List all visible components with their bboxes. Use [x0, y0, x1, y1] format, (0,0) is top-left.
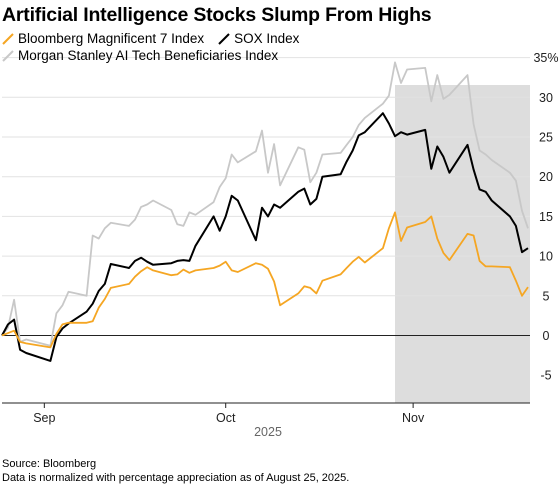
series-layer	[1, 61, 529, 362]
legend-swatch-sox	[218, 32, 230, 45]
y-tick-label: 15	[539, 210, 553, 224]
footer: Source: Bloomberg Data is normalized wit…	[2, 458, 349, 485]
legend-swatch-mag7	[2, 32, 14, 45]
x-axis-label: 2025	[254, 425, 282, 439]
chart-title: Artificial Intelligence Stocks Slump Fro…	[2, 4, 432, 26]
legend-item-mag7: Bloomberg Magnificent 7 Index	[2, 30, 204, 47]
x-axis: Sep Oct Nov	[33, 403, 425, 425]
y-tick-label: 35%	[533, 51, 558, 65]
grid-lines	[2, 57, 530, 404]
series-line-mag7	[1, 211, 529, 349]
x-tick-label: Sep	[33, 411, 55, 425]
legend-label-mag7: Bloomberg Magnificent 7 Index	[18, 31, 205, 46]
series-line-ms-ai	[1, 61, 529, 347]
legend: Bloomberg Magnificent 7 Index SOX Index …	[2, 30, 542, 64]
y-tick-label: 25	[539, 131, 553, 145]
y-tick-label: 0	[543, 329, 550, 343]
legend-label-ms-ai: Morgan Stanley AI Tech Beneficiaries Ind…	[18, 48, 279, 63]
y-tick-label: 10	[539, 250, 553, 264]
y-tick-label: 30	[539, 91, 553, 105]
y-tick-label: 5	[543, 289, 550, 303]
series-line-sox	[1, 112, 529, 362]
x-tick-label: Oct	[216, 411, 236, 425]
legend-swatch-ms-ai	[2, 49, 14, 62]
legend-label-sox: SOX Index	[234, 31, 300, 46]
legend-item-ms-ai: Morgan Stanley AI Tech Beneficiaries Ind…	[2, 47, 278, 64]
normalization-note: Data is normalized with percentage appre…	[2, 471, 350, 484]
legend-item-sox: SOX Index	[218, 30, 299, 47]
source-note: Source: Bloomberg	[2, 458, 97, 470]
x-tick-label: Nov	[402, 411, 425, 425]
shaded-region	[394, 85, 530, 403]
y-tick-label: 20	[539, 170, 553, 184]
y-axis: 35% 30 25 20 15 10 5 0 -5	[533, 51, 558, 383]
y-tick-label: -5	[540, 369, 551, 383]
